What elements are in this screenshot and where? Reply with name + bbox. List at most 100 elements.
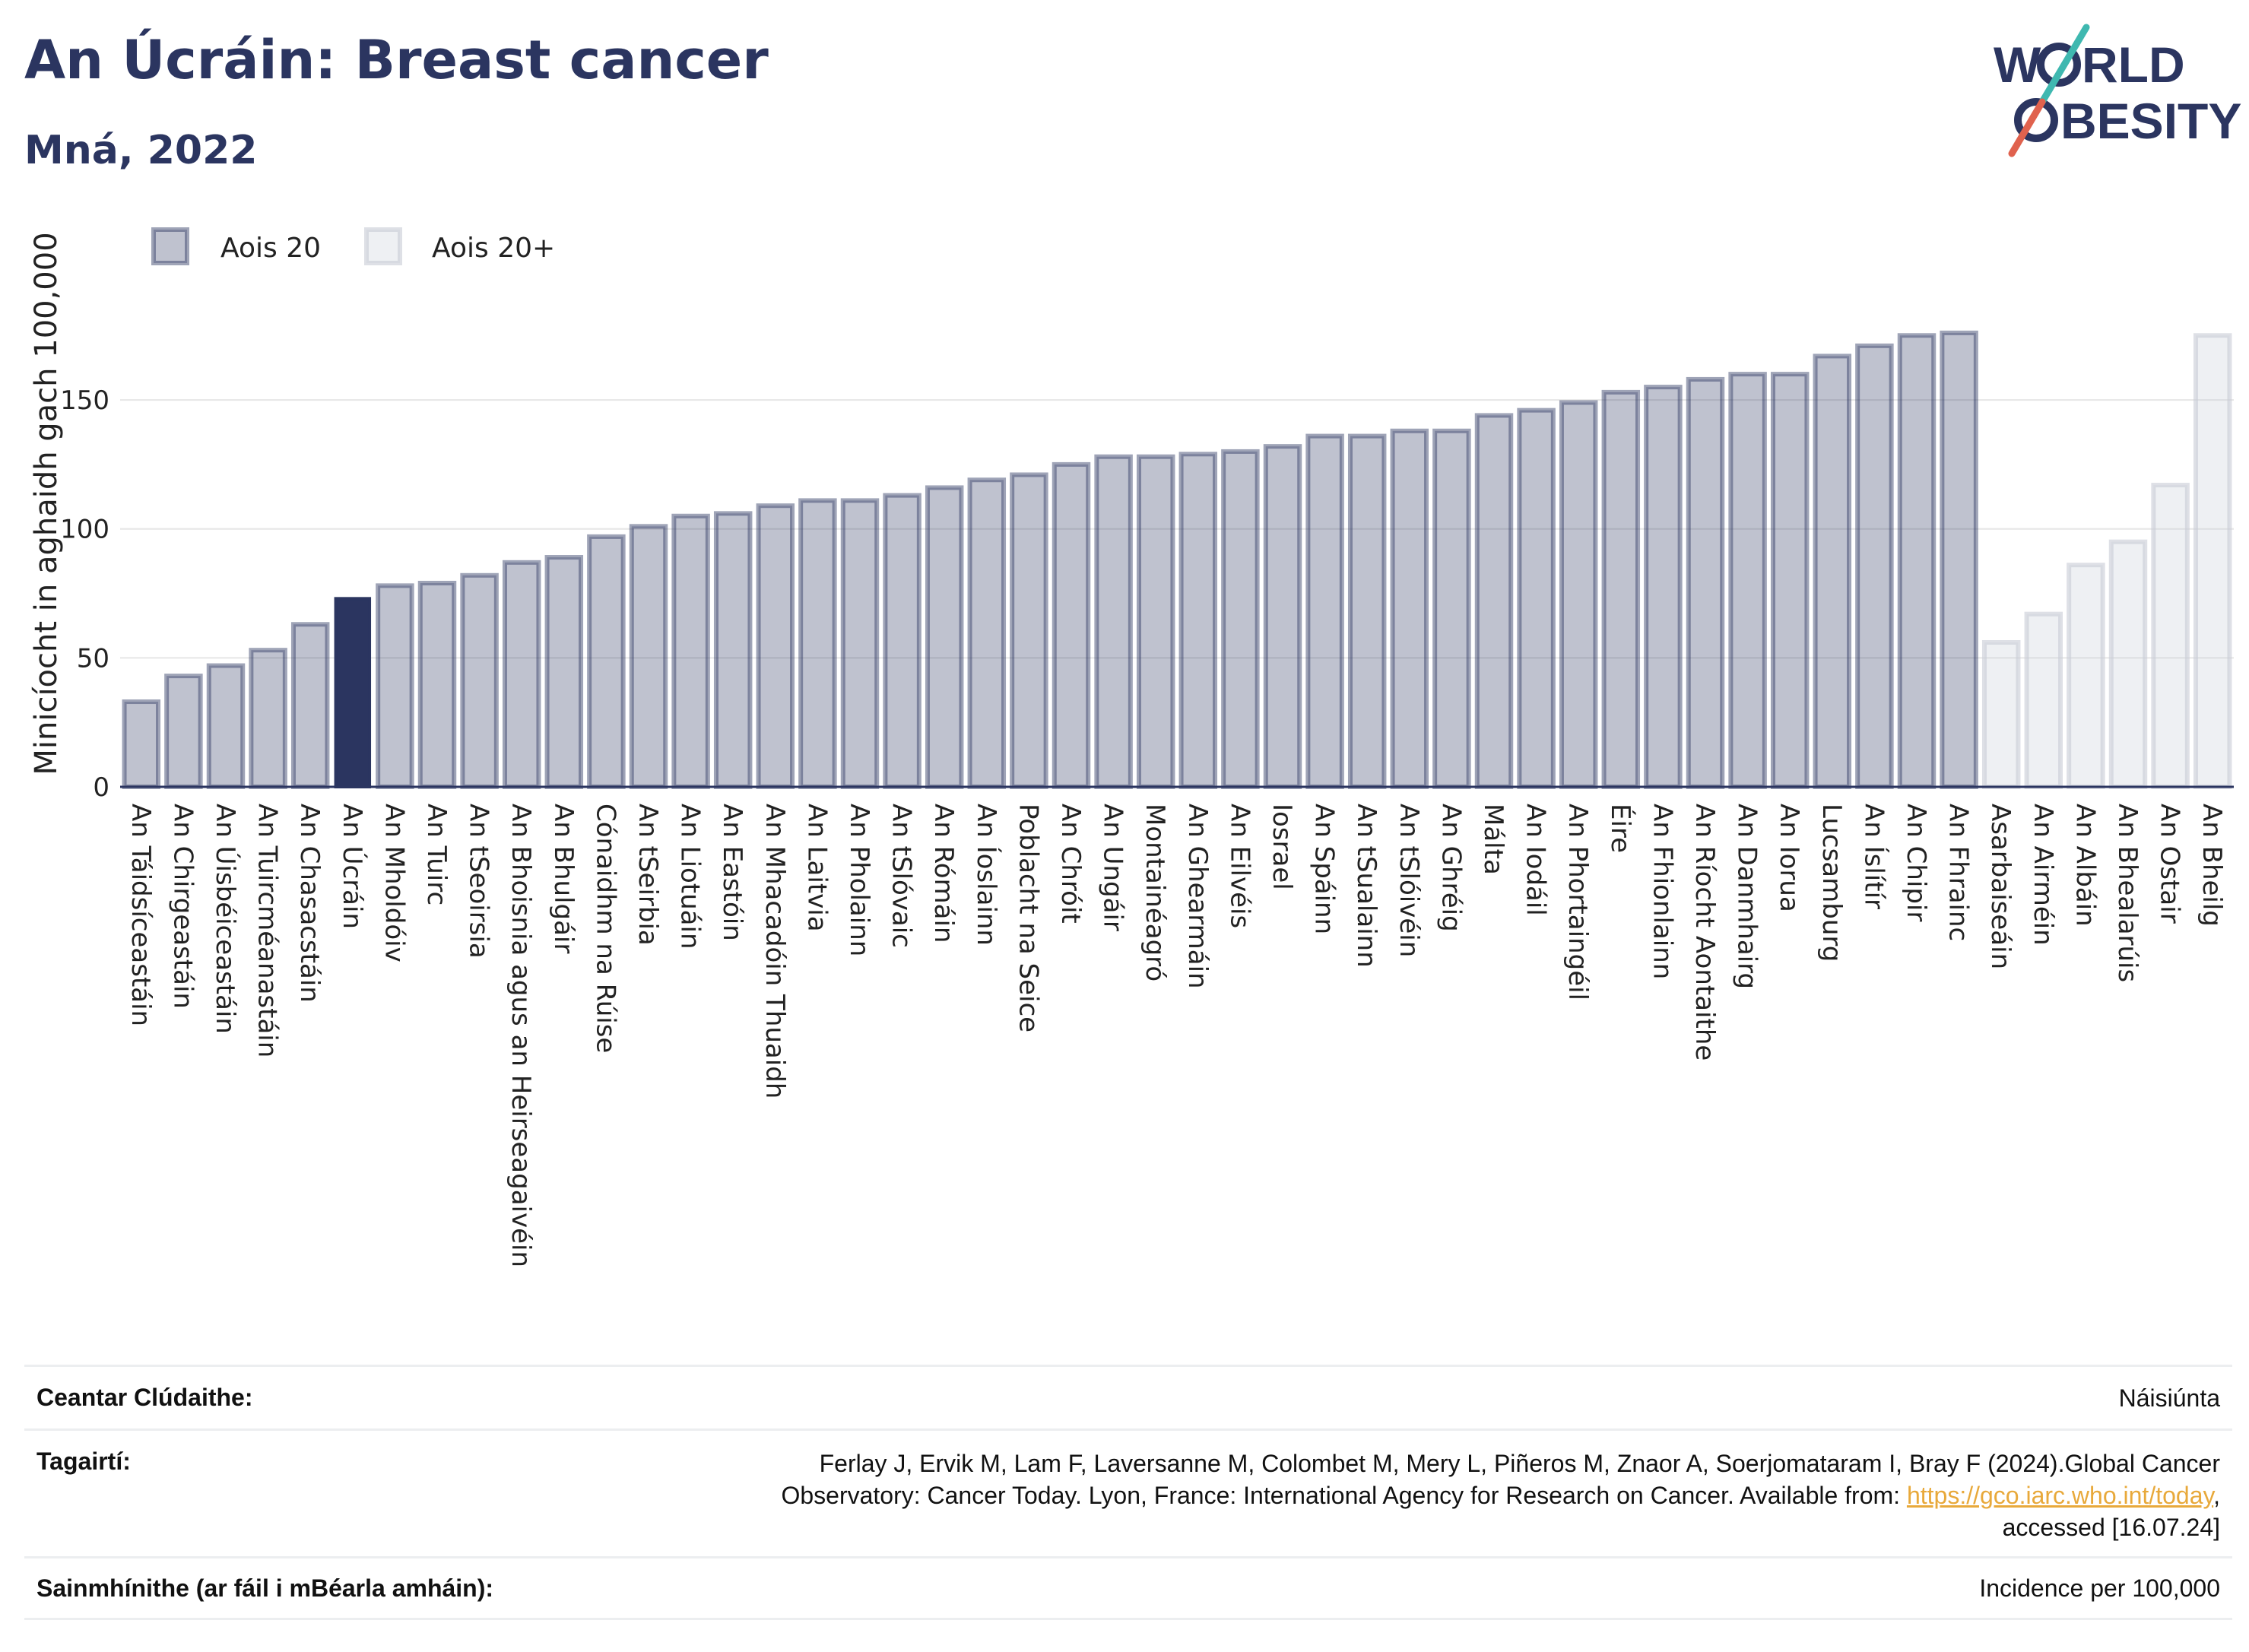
x-tick-label: Cónaidhm na Rúise (590, 804, 620, 1053)
x-tick-label: Montainéagró (1140, 804, 1170, 981)
x-tick-label: An Ghréig (1435, 804, 1466, 932)
x-tick-label: An Airméin (2028, 804, 2058, 946)
bar (1052, 461, 1091, 789)
bar (1390, 428, 1429, 789)
bar (1601, 389, 1641, 789)
bar (1770, 372, 1810, 789)
y-tick-label: 150 (60, 385, 109, 416)
bar (1981, 640, 2021, 789)
chart-legend: Aois 20 Aois 20+ (151, 227, 555, 265)
bar (713, 511, 753, 789)
x-tick-label: Poblacht na Seice (1013, 804, 1043, 1032)
bar (122, 699, 161, 789)
bar (2024, 611, 2063, 790)
x-tick-label: An Liotuáin (675, 804, 706, 950)
x-tick-label: An Chasacstáin (294, 804, 325, 1003)
definitions-value: Incidence per 100,000 (1979, 1574, 2220, 1602)
x-tick-label: An Ostair (2155, 804, 2185, 924)
logo-slash-top (2038, 24, 2090, 106)
bar (544, 555, 584, 789)
x-tick-label: An Ghearmáin (1182, 804, 1213, 989)
bar (1094, 454, 1133, 789)
info-table: Ceantar Clúdaithe: Náisiúnta Tagairtí: F… (24, 1365, 2232, 1620)
page-subtitle: Mná, 2022 (24, 128, 258, 173)
legend-swatch-aois-20 (151, 227, 189, 265)
references-line2-pre: Observatory: Cancer Today. Lyon, France:… (781, 1482, 1907, 1509)
y-axis-ticks: 0 50 100 150 (60, 385, 109, 803)
x-tick-label: An Chipir (1901, 804, 1931, 921)
references-line2-post: , (2213, 1482, 2220, 1509)
bar (1474, 413, 1514, 789)
bar (1305, 433, 1344, 789)
x-tick-label: Éire (1605, 804, 1636, 853)
x-tick-label: An tSualainn (1351, 804, 1381, 968)
x-tick-label: An Pholainn (844, 804, 874, 956)
chart-gridlines (120, 399, 2234, 659)
bar (798, 498, 837, 789)
bar (1347, 433, 1387, 789)
world-obesity-logo: W RLD BESITY (1994, 24, 2241, 157)
references-line3: accessed [16.07.24] (2002, 1514, 2220, 1541)
x-tick-label: An Tuirc (421, 804, 452, 905)
references-line1: Ferlay J, Ervik M, Lam F, Laversanne M, … (819, 1450, 2220, 1477)
legend-swatch-aois-20-plus (364, 227, 402, 265)
logo-text-obesity: BESITY (2060, 93, 2241, 149)
y-axis-label: Minicíocht in aghaidh gach 100,000 (29, 232, 64, 775)
bar (2151, 483, 2190, 789)
x-tick-label: An Úisbéiceastáin (210, 804, 241, 1034)
x-tick-label: An Bheilg (2197, 804, 2227, 927)
bar (629, 524, 668, 789)
bar (417, 580, 457, 789)
bar (883, 493, 921, 789)
x-tick-label: An Danmhairg (1732, 804, 1762, 989)
y-tick-label: 50 (77, 643, 109, 674)
x-tick-label: An Eastóin (717, 804, 747, 941)
x-tick-label: An Ríocht Aontaithe (1689, 804, 1720, 1061)
references-label: Tagairtí: (36, 1447, 131, 1475)
x-tick-label: Asarbaiseáin (1985, 804, 2016, 969)
bar (376, 583, 414, 789)
logo-o2-circle (2014, 98, 2058, 142)
x-tick-label: An Mholdóiv (379, 804, 409, 962)
logo-o-circle (2037, 43, 2081, 87)
x-tick-label: An Eilvéis (1224, 804, 1255, 928)
bar (967, 477, 1007, 789)
x-tick-label: An Spáinn (1309, 804, 1340, 934)
bar (671, 513, 710, 789)
x-tick-label: An Tuircméanastáin (252, 804, 283, 1057)
x-tick-label: Iosrael (1267, 804, 1297, 890)
x-tick-label: An Mhacadóin Thuaidh (760, 804, 790, 1099)
bar (756, 503, 795, 789)
x-tick-label: An Fhrainc (1943, 804, 1974, 941)
x-tick-label: An tSeirbia (633, 804, 663, 946)
bar (1432, 428, 1471, 789)
definitions-row: Sainmhínithe (ar fáil i mBéarla amháin):… (24, 1556, 2232, 1620)
bar (587, 534, 626, 789)
coverage-label: Ceantar Clúdaithe: (36, 1384, 253, 1411)
x-tick-label: An Fhionlainn (1647, 804, 1677, 979)
bar (1517, 407, 1556, 789)
legend-label-aois-20: Aois 20 (220, 233, 321, 264)
bar (840, 498, 880, 789)
x-tick-label: An Íslítír (1858, 804, 1889, 909)
bar (460, 572, 499, 789)
bar (334, 597, 372, 788)
bar (206, 663, 246, 789)
x-tick-label: An tSlóvaic (887, 804, 917, 948)
references-link[interactable]: https://gco.iarc.who.int/today (1906, 1482, 2214, 1509)
bar (2193, 333, 2232, 789)
references-value: Ferlay J, Ervik M, Lam F, Laversanne M, … (781, 1447, 2220, 1543)
x-tick-label: An tSlóivéin (1394, 804, 1424, 957)
x-tick-label: An Iorua (1774, 804, 1804, 912)
bar (1178, 452, 1218, 789)
definitions-label: Sainmhínithe (ar fáil i mBéarla amháin): (36, 1574, 494, 1602)
x-tick-label: An tSeoirsia (464, 804, 494, 959)
bar (1855, 343, 1894, 790)
bar (1897, 333, 1937, 789)
x-tick-label: An Úcráin (337, 804, 368, 929)
references-row: Tagairtí: Ferlay J, Ervik M, Lam F, Lave… (24, 1428, 2232, 1556)
page-title: An Úcráin: Breast cancer (24, 29, 769, 91)
x-axis-ticks: An Táidsíceastáin An Chirgeastáin An Úisbé… (125, 804, 2227, 1267)
bar (502, 560, 541, 789)
x-tick-label: An Phortaingéil (1562, 804, 1593, 1000)
